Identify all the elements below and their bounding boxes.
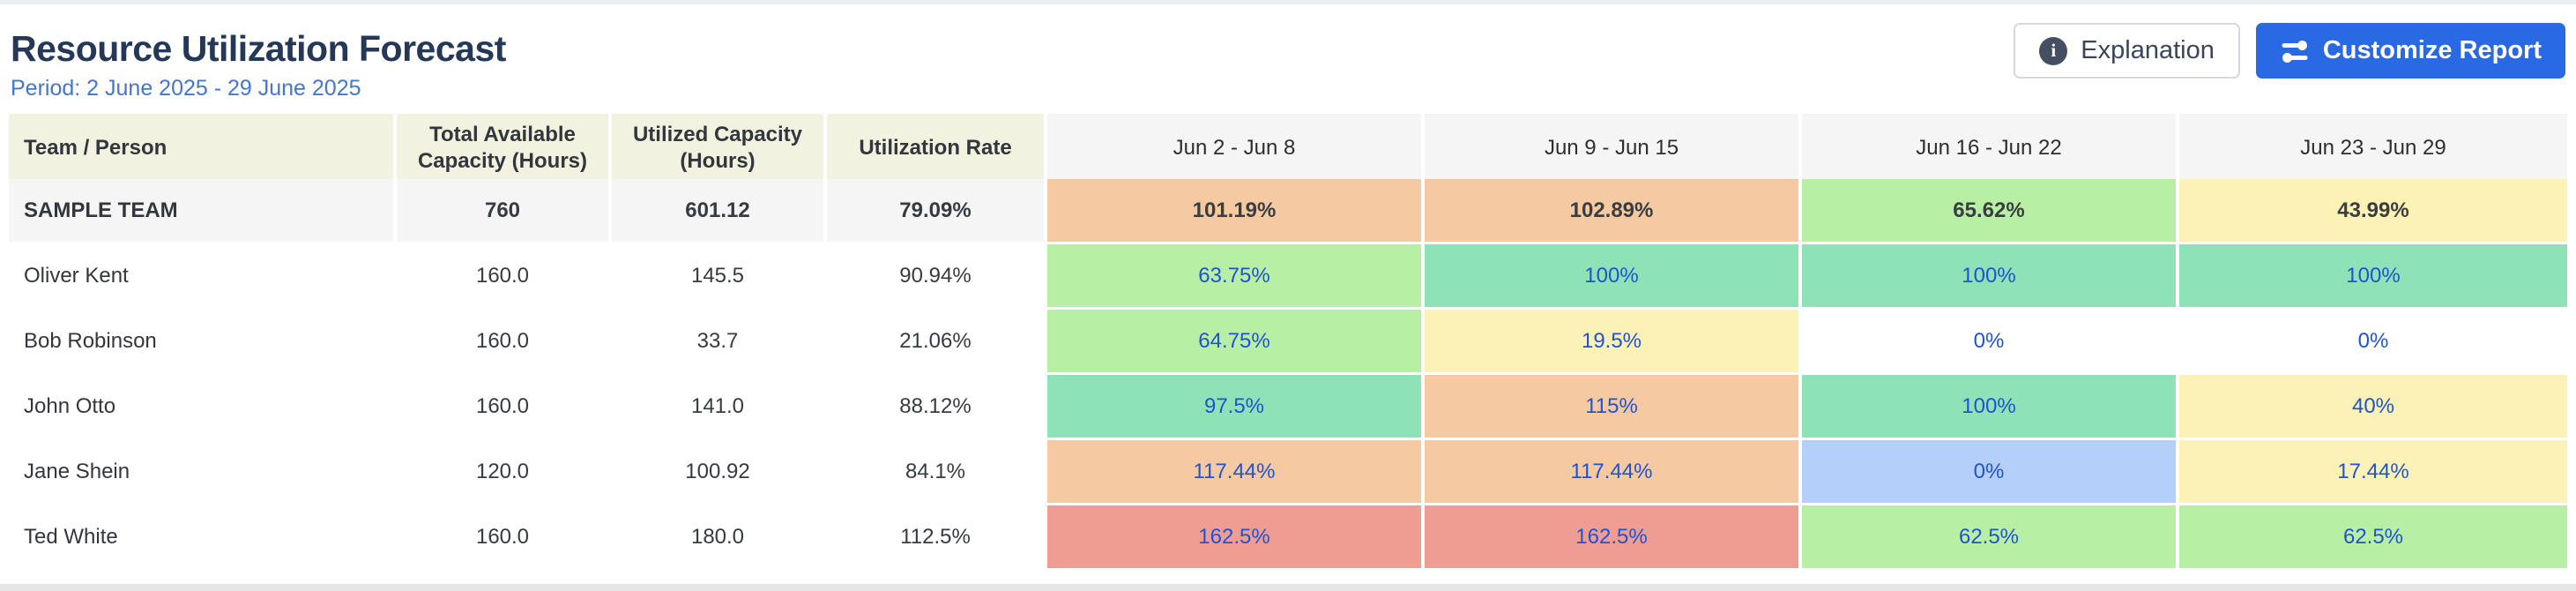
person-name-cell: John Otto	[24, 393, 116, 418]
period-subtitle: Period: 2 June 2025 - 29 June 2025	[11, 76, 361, 101]
week-utilization-cell: 19.5%	[1425, 310, 1798, 373]
title-block: Resource Utilization Forecast Period: 2 …	[11, 19, 506, 101]
column-header-week-1: Jun 2 - Jun 8	[1047, 114, 1421, 183]
person-name-cell: Oliver Kent	[24, 263, 129, 288]
week-utilization-link[interactable]: 100%	[1962, 263, 2016, 288]
top-divider	[0, 0, 2576, 4]
week-utilization-cell: 63.75%	[1047, 244, 1421, 308]
week-utilization-cell: 0%	[1802, 440, 2176, 504]
week-utilization-link[interactable]: 117.44%	[1570, 459, 1653, 483]
utilization-rate-cell: 112.5%	[900, 524, 971, 549]
week-utilization-link[interactable]: 64.75%	[1198, 328, 1270, 353]
utilized-capacity-cell: 33.7	[696, 328, 739, 353]
column-header-utilized-capacity: Utilized Capacity (Hours)	[612, 114, 823, 183]
available-capacity-cell: 120.0	[475, 459, 530, 483]
utilization-rate-cell: 21.06%	[899, 328, 972, 353]
person-name-cell: Ted White	[24, 524, 118, 549]
team-name-cell: SAMPLE TEAM	[9, 179, 393, 243]
sliders-icon	[2282, 40, 2308, 63]
week-utilization-cell: 97.5%	[1047, 375, 1421, 438]
week-utilization-cell: 0%	[1802, 310, 2176, 373]
utilization-rate-cell: 88.12%	[899, 393, 972, 418]
week-utilization-cell: 117.44%	[1047, 440, 1421, 504]
report-header: Resource Utilization Forecast Period: 2 …	[0, 4, 2576, 101]
available-capacity-cell: 760	[397, 179, 608, 243]
week-utilization-link[interactable]: 100%	[1962, 393, 2016, 418]
column-header-utilization-rate: Utilization Rate	[827, 114, 1044, 183]
week-utilization-cell: 65.62%	[1802, 179, 2176, 243]
week-utilization-link[interactable]: 62.5%	[2342, 524, 2404, 549]
week-utilization-cell: 162.5%	[1047, 505, 1421, 569]
week-utilization-link[interactable]: 115%	[1585, 393, 1638, 418]
week-utilization-link[interactable]: 19.5%	[1581, 328, 1642, 353]
person-name-cell: Jane Shein	[24, 459, 130, 483]
utilization-rate-cell: 84.1%	[905, 459, 966, 483]
week-utilization-cell: 100%	[1425, 244, 1798, 308]
week-utilization-cell: 100%	[2179, 244, 2567, 308]
utilization-rate-cell: 79.09%	[827, 179, 1044, 243]
week-utilization-link[interactable]: 0%	[2357, 328, 2389, 353]
utilized-capacity-cell: 601.12	[612, 179, 823, 243]
week-utilization-cell: 101.19%	[1047, 179, 1421, 243]
horizontal-scrollbar[interactable]	[0, 584, 2576, 591]
available-capacity-cell: 160.0	[475, 263, 530, 288]
column-header-week-3: Jun 16 - Jun 22	[1802, 114, 2176, 183]
week-utilization-cell: 0%	[2179, 310, 2567, 373]
utilized-capacity-cell: 145.5	[690, 263, 745, 288]
week-utilization-link[interactable]: 17.44%	[2337, 459, 2409, 483]
column-header-team-person: Team / Person	[9, 114, 393, 183]
week-utilization-cell: 17.44%	[2179, 440, 2567, 504]
week-utilization-cell: 40%	[2179, 375, 2567, 438]
week-utilization-cell: 102.89%	[1425, 179, 1798, 243]
week-utilization-link[interactable]: 97.5%	[1203, 393, 1265, 418]
week-utilization-link[interactable]: 100%	[1584, 263, 1639, 288]
week-utilization-cell: 62.5%	[2179, 505, 2567, 569]
utilization-rate-cell: 90.94%	[899, 263, 972, 288]
available-capacity-cell: 160.0	[475, 393, 530, 418]
week-utilization-cell: 64.75%	[1047, 310, 1421, 373]
utilized-capacity-cell: 100.92	[685, 459, 750, 483]
info-icon: i	[2039, 36, 2068, 65]
column-header-total-available-capacity: Total Available Capacity (Hours)	[397, 114, 608, 183]
person-name-cell: Bob Robinson	[24, 328, 157, 353]
week-utilization-link[interactable]: 62.5%	[1958, 524, 2020, 549]
available-capacity-cell: 160.0	[475, 524, 530, 549]
week-utilization-cell: 115%	[1425, 375, 1798, 438]
utilized-capacity-cell: 180.0	[690, 524, 745, 549]
customize-report-button-label: Customize Report	[2322, 36, 2542, 64]
week-utilization-cell: 62.5%	[1802, 505, 2176, 569]
explanation-button[interactable]: i Explanation	[2014, 23, 2240, 79]
week-utilization-link[interactable]: 0%	[1973, 328, 2005, 353]
page-title: Resource Utilization Forecast	[11, 28, 506, 69]
week-utilization-cell: 117.44%	[1425, 440, 1798, 504]
week-utilization-cell: 100%	[1802, 375, 2176, 438]
column-header-week-2: Jun 9 - Jun 15	[1425, 114, 1798, 183]
week-utilization-cell: 43.99%	[2179, 179, 2567, 243]
column-header-week-4: Jun 23 - Jun 29	[2179, 114, 2567, 183]
customize-report-button[interactable]: Customize Report	[2255, 23, 2565, 79]
week-utilization-link[interactable]: 162.5%	[1198, 524, 1270, 549]
week-utilization-cell: 162.5%	[1425, 505, 1798, 569]
week-utilization-link[interactable]: 40%	[2351, 393, 2395, 418]
header-actions: i Explanation Customize Report	[2014, 19, 2565, 79]
week-utilization-link[interactable]: 162.5%	[1575, 524, 1648, 549]
utilization-table: Team / Person Total Available Capacity (…	[9, 114, 2567, 569]
week-utilization-link[interactable]: 117.44%	[1193, 459, 1276, 483]
week-utilization-cell: 100%	[1802, 244, 2176, 308]
week-utilization-link[interactable]: 63.75%	[1198, 263, 1270, 288]
utilized-capacity-cell: 141.0	[690, 393, 745, 418]
week-utilization-link[interactable]: 0%	[1973, 459, 2005, 483]
week-utilization-link[interactable]: 100%	[2346, 263, 2401, 288]
available-capacity-cell: 160.0	[475, 328, 530, 353]
explanation-button-label: Explanation	[2081, 36, 2215, 64]
